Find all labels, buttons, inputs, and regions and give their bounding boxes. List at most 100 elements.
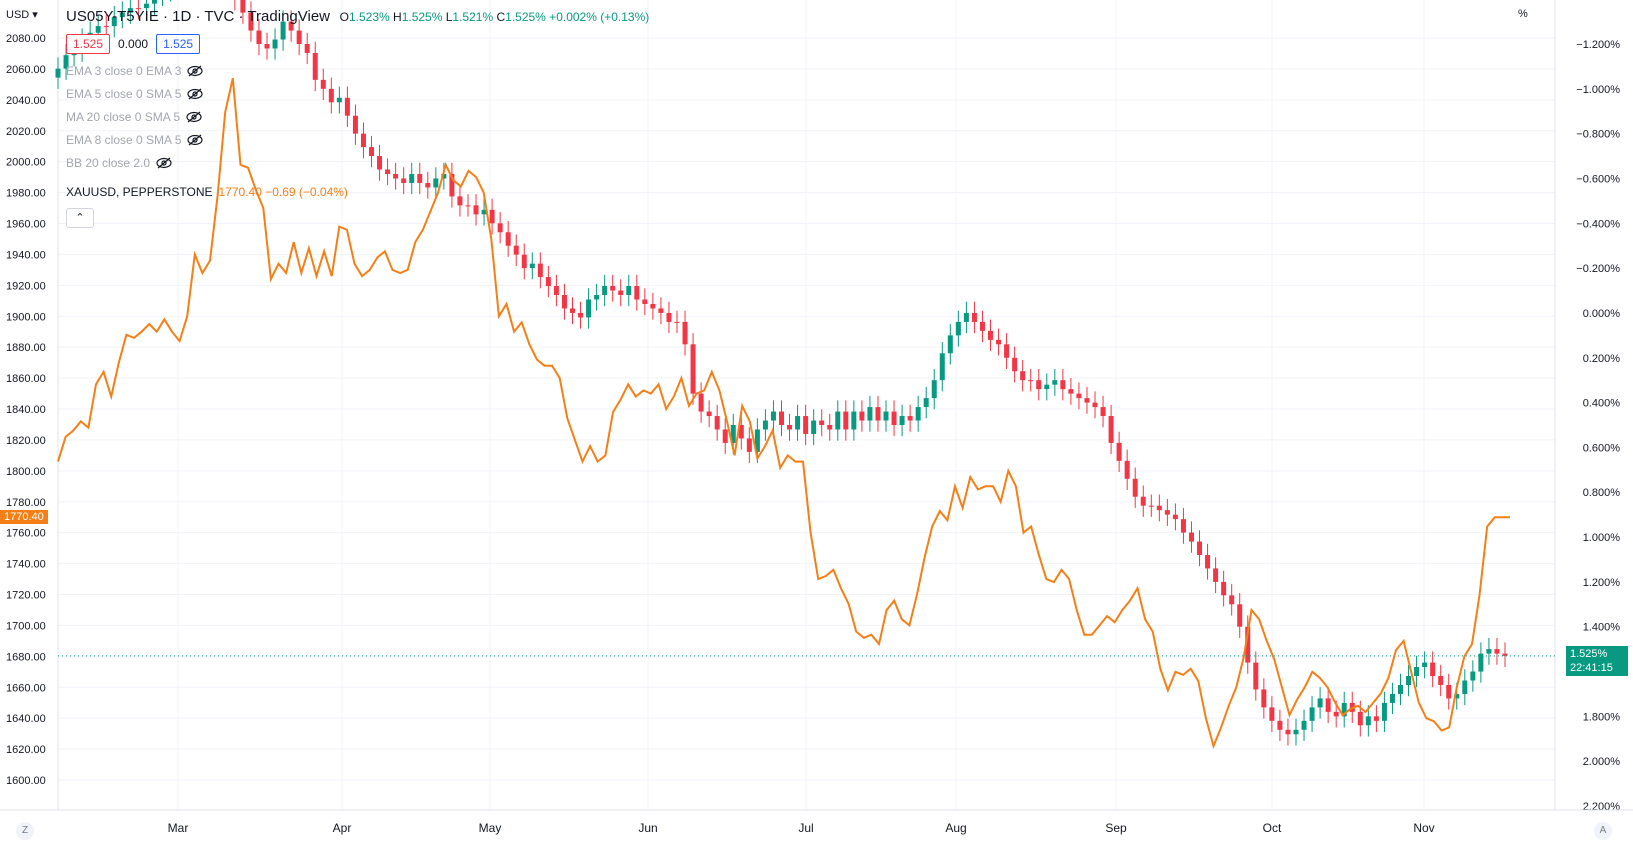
left-tick-label: 1820.00: [6, 435, 46, 447]
indicator-ema5[interactable]: EMA 5 close 0 SMA 5: [66, 87, 203, 101]
right-tick-label: −1.000%: [1576, 84, 1620, 96]
candle-body: [312, 52, 318, 80]
candle-body: [1213, 568, 1219, 582]
eye-hidden-icon[interactable]: [156, 157, 172, 169]
candle-body: [891, 411, 897, 425]
right-tick-label: 0.400%: [1583, 398, 1621, 410]
left-tick-label: 1740.00: [6, 559, 46, 571]
left-tick-label: 1640.00: [6, 713, 46, 725]
indicator-bb20[interactable]: BB 20 close 2.0: [66, 156, 172, 170]
left-tick-label: 1680.00: [6, 651, 46, 663]
candle-body: [336, 97, 342, 103]
candle-body: [1044, 384, 1050, 390]
candle-body: [931, 380, 937, 399]
right-tick-label: 1.200%: [1583, 577, 1621, 589]
currency-label[interactable]: USD ▾: [6, 9, 38, 21]
overlay-legend[interactable]: XAUUSD, PEPPERSTONE 1770.40 −0.69 (−0.04…: [66, 185, 348, 199]
candle-body: [1100, 407, 1106, 417]
left-tick-label: 1920.00: [6, 280, 46, 292]
candle-body: [1132, 478, 1138, 497]
left-tick-label: 2000.00: [6, 157, 46, 169]
candle-body: [1486, 649, 1492, 654]
left-tick-label: 2080.00: [6, 33, 46, 45]
candle-body: [907, 416, 913, 421]
candle-body: [1068, 389, 1074, 394]
candle-body: [296, 30, 302, 44]
candle-body: [256, 30, 262, 44]
candle-body: [626, 286, 632, 296]
indicator-ma20[interactable]: MA 20 close 0 SMA 5: [66, 110, 202, 124]
candle-body: [690, 344, 696, 394]
candle-body: [1197, 541, 1203, 555]
auto-scale-button[interactable]: A: [1594, 822, 1612, 840]
right-tick-label: 0.600%: [1583, 442, 1621, 454]
candle-body: [819, 420, 825, 425]
candle-body: [988, 330, 994, 340]
candle-body: [288, 21, 294, 31]
right-tick-label: 2.000%: [1583, 756, 1621, 768]
eye-hidden-icon[interactable]: [187, 134, 203, 146]
left-tick-label: 1960.00: [6, 219, 46, 231]
eye-hidden-icon[interactable]: [187, 65, 203, 77]
candle-body: [545, 277, 551, 287]
indicator-ema8[interactable]: EMA 8 close 0 SMA 5: [66, 133, 203, 147]
candle-body: [803, 416, 809, 434]
candle-body: [1430, 662, 1436, 677]
x-tick-label: Aug: [945, 821, 966, 835]
candle-body: [762, 420, 768, 430]
indicator-ema3[interactable]: EMA 3 close 0 EMA 3: [66, 64, 203, 78]
right-tick-label: 1.000%: [1583, 532, 1621, 544]
candle-body: [1381, 702, 1387, 721]
candle-body: [111, 17, 117, 27]
last-price-tag: 1.525% 22:41:15: [1566, 646, 1628, 676]
left-tick-label: 1700.00: [6, 620, 46, 632]
candle-body: [537, 263, 543, 278]
right-tick-label: 0.000%: [1583, 308, 1621, 320]
candle-body: [706, 411, 712, 417]
candle-body: [650, 303, 656, 309]
symbol-title[interactable]: US05Y-T5YIE · 1D · TVC · TradingView: [66, 8, 330, 25]
collapse-legend-button[interactable]: ⌃: [66, 208, 94, 228]
candle-body: [119, 12, 125, 18]
candle-body: [883, 411, 889, 421]
candle-body: [561, 295, 567, 309]
candle-body: [1028, 380, 1034, 382]
ask-value[interactable]: 1.525: [156, 34, 201, 54]
candle-body: [698, 393, 704, 412]
left-tick-label: 1800.00: [6, 466, 46, 478]
candle-body: [1333, 711, 1339, 717]
candle-body: [875, 407, 881, 421]
zoom-reset-button[interactable]: Z: [16, 822, 34, 840]
candle-body: [1389, 693, 1395, 703]
trade-values: 1.525 0.000 1.525: [66, 34, 201, 54]
candle-body: [505, 232, 511, 246]
candle-body: [1357, 711, 1363, 726]
bid-value[interactable]: 1.525: [66, 34, 111, 54]
left-tick-label: 2020.00: [6, 126, 46, 138]
candle-body: [899, 416, 905, 425]
x-tick-label: May: [479, 821, 502, 835]
eye-hidden-icon[interactable]: [187, 88, 203, 100]
candle-body: [272, 39, 278, 49]
candle-body: [1462, 680, 1468, 694]
candle-body: [248, 12, 254, 31]
candle-body: [714, 416, 720, 430]
candle-body: [143, 3, 149, 9]
candle-body: [594, 295, 600, 300]
candle-body: [979, 321, 985, 331]
candle-body: [481, 209, 487, 215]
candle-body: [352, 115, 358, 134]
candle-body: [417, 173, 423, 183]
candle-body: [55, 68, 61, 78]
candle-body: [1172, 514, 1178, 520]
candle-body: [1180, 519, 1186, 533]
left-tick-label: 1780.00: [6, 497, 46, 509]
candle-body: [401, 178, 407, 183]
candle-body: [1494, 649, 1500, 654]
candle-body: [425, 182, 431, 188]
right-tick-label: −0.200%: [1576, 263, 1620, 275]
candle-body: [1124, 460, 1130, 479]
eye-hidden-icon[interactable]: [186, 111, 202, 123]
